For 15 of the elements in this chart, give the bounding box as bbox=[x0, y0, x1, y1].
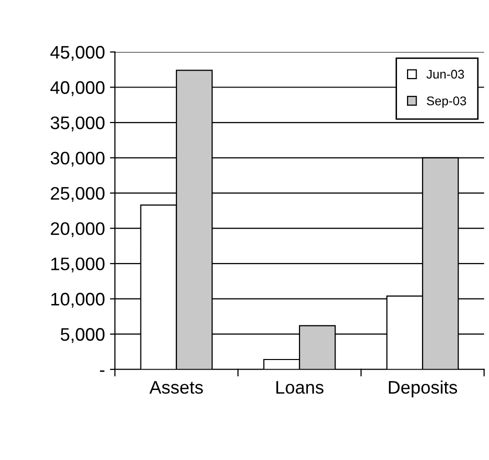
y-tick-label: - bbox=[100, 370, 104, 372]
x-tick-label: Loans bbox=[276, 381, 324, 394]
y-tick-label: 35,000 bbox=[50, 116, 104, 132]
y-tick-label: 20,000 bbox=[50, 222, 104, 238]
y-tick-label: 10,000 bbox=[51, 292, 104, 308]
y-tick-label: 40,000 bbox=[50, 81, 104, 96]
legend-label: Sep-03 bbox=[426, 96, 466, 108]
x-tick-label: Deposits bbox=[388, 380, 458, 398]
x-tick-label: Assets bbox=[149, 381, 203, 394]
y-tick-label: 25,000 bbox=[50, 186, 104, 202]
y-tick-label: 45,000 bbox=[50, 46, 104, 61]
legend-label: Jun-03 bbox=[426, 70, 464, 79]
y-tick-label: 5,000 bbox=[60, 328, 104, 343]
y-tick-label: 15,000 bbox=[51, 258, 104, 272]
y-tick-label: 30,000 bbox=[50, 152, 104, 167]
